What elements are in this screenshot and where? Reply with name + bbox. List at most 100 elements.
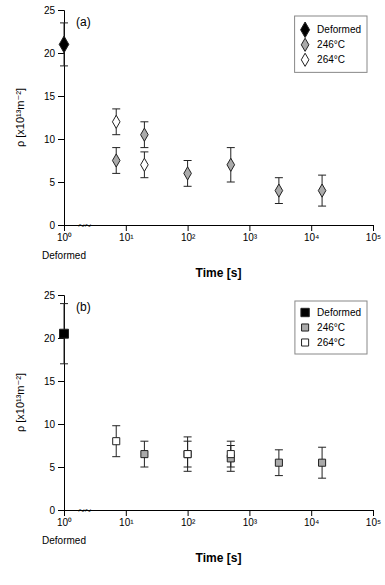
x-axis: 10⁰10¹10²10³10⁴10⁵ xyxy=(57,225,381,243)
x-tick: 10⁵ xyxy=(366,510,381,528)
y-tick: 5 xyxy=(49,177,64,188)
x-tick: 10³ xyxy=(243,225,258,243)
point xyxy=(227,158,235,171)
point xyxy=(275,184,283,197)
legend-frame xyxy=(295,301,367,354)
y-axis: 0510152025 xyxy=(44,290,65,516)
x-tick-mark xyxy=(188,225,189,231)
legend-item: Deformed xyxy=(301,307,361,318)
x-tick: 10⁴ xyxy=(304,510,319,528)
data-marks xyxy=(59,23,326,206)
error-bar xyxy=(227,441,235,467)
point xyxy=(141,451,148,458)
legend-item: 264°C xyxy=(301,53,345,66)
x-tick: 10⁰ xyxy=(57,510,72,528)
panel-label: (b) xyxy=(76,300,91,314)
y-axis-title: ρ [x10¹³m⁻²] xyxy=(14,88,26,147)
x-tick-label: 10¹ xyxy=(119,232,134,243)
y-tick: 25 xyxy=(44,290,64,301)
x-tick-label: 10³ xyxy=(243,517,258,528)
point xyxy=(141,128,149,141)
error-bar xyxy=(184,437,192,471)
legend-swatch xyxy=(301,38,309,51)
error-bar xyxy=(112,109,120,135)
point xyxy=(318,184,326,197)
legend-label: 264°C xyxy=(317,337,345,348)
y-tick-label: 5 xyxy=(49,177,55,188)
x-tick-label: 10² xyxy=(181,232,196,243)
annotation: Deformed xyxy=(42,535,86,546)
x-axis-title: Time [s] xyxy=(196,551,242,565)
legend-label: Deformed xyxy=(317,24,361,35)
legend-frame xyxy=(295,16,367,72)
error-bar xyxy=(184,161,192,187)
x-axis: 10⁰ 10¹ 10² 10³ 10⁴ 10⁵ xyxy=(57,510,381,528)
y-tick-mark xyxy=(58,381,64,382)
error-bar xyxy=(140,152,148,178)
legend-item: 264°C xyxy=(302,337,345,348)
error-bar xyxy=(140,441,148,467)
y-tick-mark xyxy=(58,96,64,97)
x-tick-label: 10¹ xyxy=(119,517,134,528)
legend-swatch xyxy=(301,53,309,66)
point xyxy=(60,329,69,338)
y-tick-label: 0 xyxy=(49,220,55,231)
x-tick-mark xyxy=(249,225,250,231)
error-bar xyxy=(60,23,68,66)
axis-break: ~~ xyxy=(78,219,91,233)
y-tick: 15 xyxy=(44,91,64,102)
x-tick: 10⁰ xyxy=(57,225,72,243)
error-bar xyxy=(112,426,120,457)
y-tick-mark xyxy=(58,139,64,140)
error-bar xyxy=(318,175,326,206)
y-tick: 25 xyxy=(44,5,64,16)
x-tick: 10¹ xyxy=(119,510,134,528)
y-tick: 5 xyxy=(49,462,64,473)
annotation: Deformed xyxy=(42,250,86,261)
point xyxy=(113,438,120,445)
x-tick-mark xyxy=(311,225,312,231)
y-tick-label: 15 xyxy=(44,376,56,387)
x-tick-label: 10⁰ xyxy=(57,232,72,243)
legend-label: 246°C xyxy=(317,39,345,50)
x-tick-label: 10⁴ xyxy=(304,517,319,528)
panel: 10⁰10¹10²10³10⁴10⁵0510152025(a)Deformed~… xyxy=(14,5,381,280)
point xyxy=(184,451,191,458)
point xyxy=(319,459,326,466)
error-bar xyxy=(140,122,148,148)
x-tick-mark xyxy=(373,510,374,516)
x-axis-line xyxy=(65,226,374,232)
y-tick-label: 20 xyxy=(44,48,56,59)
point xyxy=(275,459,282,466)
x-tick: 10⁵ xyxy=(366,225,381,243)
error-bar xyxy=(275,450,283,476)
y-tick: 0 xyxy=(49,220,64,231)
panel-label: (a) xyxy=(76,15,91,29)
y-tick-label: 20 xyxy=(44,333,56,344)
x-tick-label: 10⁵ xyxy=(366,232,381,243)
point xyxy=(112,115,120,128)
legend-swatch xyxy=(302,339,309,346)
y-tick-mark xyxy=(58,467,64,468)
panel: 10⁰10¹10²10³10⁴10⁵0510152025(b)Deformed~… xyxy=(14,290,381,565)
y-tick-mark xyxy=(58,225,64,226)
x-tick-mark xyxy=(311,510,312,516)
y-tick-mark xyxy=(58,424,64,425)
x-tick-mark xyxy=(249,510,250,516)
y-tick-label: 10 xyxy=(44,419,56,430)
y-tick-mark xyxy=(58,10,64,11)
error-bar xyxy=(60,304,68,364)
x-tick-mark xyxy=(373,225,374,231)
legend-item: Deformed xyxy=(301,22,361,38)
point xyxy=(59,36,69,53)
y-tick-label: 25 xyxy=(44,5,56,16)
y-tick-label: 5 xyxy=(49,462,55,473)
x-axis-title: Time [s] xyxy=(196,266,242,280)
error-bar xyxy=(227,148,235,182)
y-tick: 10 xyxy=(44,134,64,145)
x-tick: 10² xyxy=(181,510,196,528)
legend-label: 264°C xyxy=(317,54,345,65)
axis-break: ~~ xyxy=(78,504,91,518)
legend-item: 246°C xyxy=(302,322,345,333)
chart-svg: 10⁰ 10¹ 10² 10³ 10⁴ 10⁵ 0 5 10 15 20 25 (a) Deformed ~… xyxy=(0,0,385,585)
